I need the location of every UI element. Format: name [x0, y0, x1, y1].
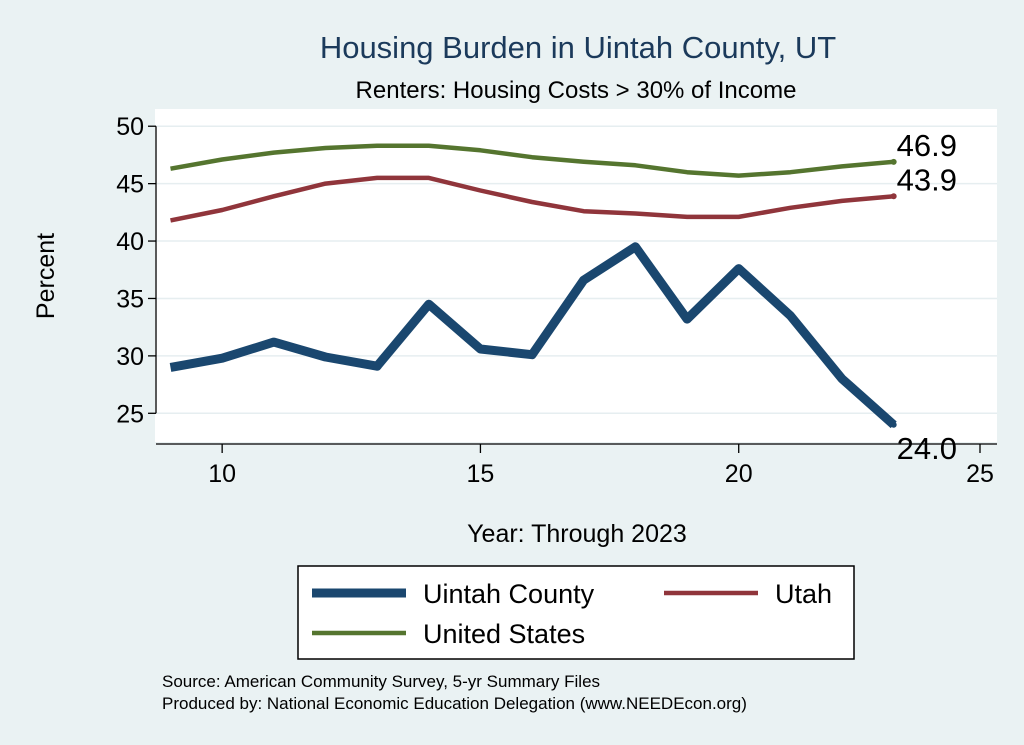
series-line-utah	[170, 175, 894, 223]
x-tick-label-10: 10	[208, 460, 236, 488]
series-end-point-utah	[890, 193, 897, 200]
end-label-utah: 43.9	[897, 162, 957, 197]
end-label-uintah-county: 24.0	[897, 431, 957, 466]
chart-subtitle: Renters: Housing Costs > 30% of Income	[356, 77, 797, 104]
x-axis-title: Year: Through 2023	[467, 520, 687, 548]
series-end-point-united-states	[890, 158, 897, 165]
series-end-point-uintah-county	[890, 421, 897, 428]
producer-note: Produced by: National Economic Education…	[162, 694, 747, 713]
x-tick-label-25: 25	[966, 460, 994, 488]
legend-box	[297, 565, 855, 660]
x-tick-label-15: 15	[467, 460, 495, 488]
legend-label-uintah-county: Uintah County	[423, 579, 595, 609]
x-tick-label-20: 20	[725, 460, 753, 488]
end-labels: 24.0 43.946.9	[897, 128, 957, 466]
y-tick-label-30: 30	[116, 343, 144, 371]
series-line-united-states	[170, 143, 894, 178]
source-note: Source: American Community Survey, 5-yr …	[162, 672, 600, 691]
chart-title: Housing Burden in Uintah County, UT	[320, 30, 836, 65]
end-label-united-states: 46.9	[897, 128, 957, 163]
y-tick-label-45: 45	[116, 171, 144, 199]
axes: 25 30 35 40 45 50 10 15 20 25	[116, 113, 997, 488]
y-tick-label-25: 25	[116, 400, 144, 428]
legend: Uintah County Utah United States	[297, 565, 855, 660]
y-axis-title: Percent	[32, 233, 60, 319]
y-tick-label-40: 40	[116, 228, 144, 256]
series-line-uintah-county	[169, 242, 897, 429]
legend-label-united-states: United States	[423, 619, 585, 649]
series	[169, 143, 897, 429]
legend-label-utah: Utah	[775, 579, 832, 609]
y-tick-label-50: 50	[116, 113, 144, 141]
y-tick-label-35: 35	[116, 285, 144, 313]
